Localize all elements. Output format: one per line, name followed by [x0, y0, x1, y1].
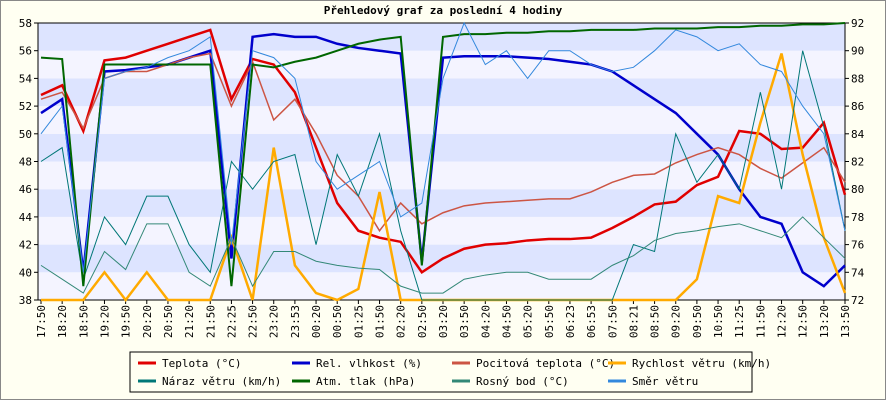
x-tick-label: 18:20	[56, 305, 69, 338]
x-tick-label: 01:25	[352, 305, 365, 338]
x-tick-label: 03:20	[437, 305, 450, 338]
legend-label: Atm. tlak (hPa)	[316, 375, 415, 388]
y2-tick-label: 74	[851, 266, 865, 279]
x-tick-label: 18:50	[77, 305, 90, 338]
legend-label: Teplota (°C)	[162, 357, 241, 370]
x-tick-label: 02:20	[395, 305, 408, 338]
chart-title: Přehledový graf za poslední 4 hodiny	[324, 4, 563, 17]
x-tick-label: 07:50	[606, 305, 619, 338]
x-tick-label: 10:50	[712, 305, 725, 338]
legend-label: Rosný bod (°C)	[476, 375, 569, 388]
y2-tick-label: 92	[851, 17, 864, 30]
x-tick-label: 23:20	[268, 305, 281, 338]
x-tick-label: 05:50	[543, 305, 556, 338]
y-tick-label: 52	[19, 100, 32, 113]
y-tick-label: 40	[19, 266, 32, 279]
x-tick-label: 01:50	[374, 305, 387, 338]
y2-tick-label: 72	[851, 294, 864, 307]
x-tick-label: 20:50	[162, 305, 175, 338]
band	[38, 133, 845, 162]
x-tick-label: 13:20	[818, 305, 831, 338]
x-tick-label: 08:50	[649, 305, 662, 338]
y2-tick-label: 78	[851, 211, 864, 224]
y-tick-label: 46	[19, 183, 32, 196]
y-tick-label: 58	[19, 17, 32, 30]
series-line	[40, 52, 846, 233]
legend-label: Náraz větru (km/h)	[162, 375, 281, 388]
x-tick-label: 04:50	[500, 305, 513, 338]
y2-tick-label: 84	[851, 128, 865, 141]
x-tick-label: 22:50	[247, 305, 260, 338]
y-tick-label: 42	[19, 239, 32, 252]
x-tick-label: 08:21	[627, 305, 640, 338]
y2-tick-label: 82	[851, 156, 864, 169]
band	[38, 272, 845, 300]
legend-label: Směr větru	[632, 375, 698, 388]
series-line	[40, 21, 846, 273]
y-tick-label: 38	[19, 294, 32, 307]
y-tick-label: 44	[19, 211, 33, 224]
band	[38, 161, 845, 190]
y2-tick-label: 76	[851, 239, 864, 252]
x-tick-label: 19:20	[98, 305, 111, 338]
legend	[129, 351, 753, 393]
band	[38, 216, 845, 245]
y2-tick-label: 86	[851, 100, 864, 113]
legend-label: Rel. vlhkost (%)	[316, 357, 422, 370]
x-tick-label: 21:50	[204, 305, 217, 338]
series-line	[40, 50, 846, 301]
x-tick-label: 09:50	[691, 305, 704, 338]
x-tick-label: 06:23	[564, 305, 577, 338]
x-tick-label: 03:50	[458, 305, 471, 338]
x-tick-label: 11:25	[733, 305, 746, 338]
band	[38, 189, 845, 217]
series-line	[40, 22, 846, 287]
band	[38, 106, 845, 134]
y2-tick-label: 88	[851, 72, 864, 85]
x-tick-label: 21:20	[183, 305, 196, 338]
legend-label: Pocitová teplota (°C)	[476, 357, 615, 370]
y-tick-label: 54	[19, 72, 33, 85]
x-tick-label: 00:20	[310, 305, 323, 338]
y2-tick-label: 80	[851, 183, 864, 196]
series-line	[40, 216, 846, 294]
x-tick-label: 23:53	[289, 305, 302, 338]
y-tick-label: 50	[19, 128, 32, 141]
x-tick-label: 11:50	[754, 305, 767, 338]
legend-label: Rychlost větru (km/h)	[632, 357, 771, 370]
x-tick-label: 22:25	[225, 305, 238, 338]
x-tick-label: 00:50	[331, 305, 344, 338]
x-tick-label: 06:53	[585, 305, 598, 338]
y-tick-label: 48	[19, 156, 32, 169]
x-tick-label: 12:20	[776, 305, 789, 338]
x-tick-label: 02:50	[416, 305, 429, 338]
x-tick-label: 13:50	[839, 305, 852, 338]
x-tick-label: 04:20	[479, 305, 492, 338]
x-tick-label: 17:50	[35, 305, 48, 338]
x-tick-label: 20:20	[141, 305, 154, 338]
y-tick-label: 56	[19, 45, 32, 58]
x-tick-label: 12:50	[797, 305, 810, 338]
x-tick-label: 05:20	[522, 305, 535, 338]
series-line	[40, 28, 847, 275]
x-tick-label: 19:50	[120, 305, 133, 338]
x-tick-label: 09:20	[670, 305, 683, 338]
y2-tick-label: 90	[851, 45, 864, 58]
